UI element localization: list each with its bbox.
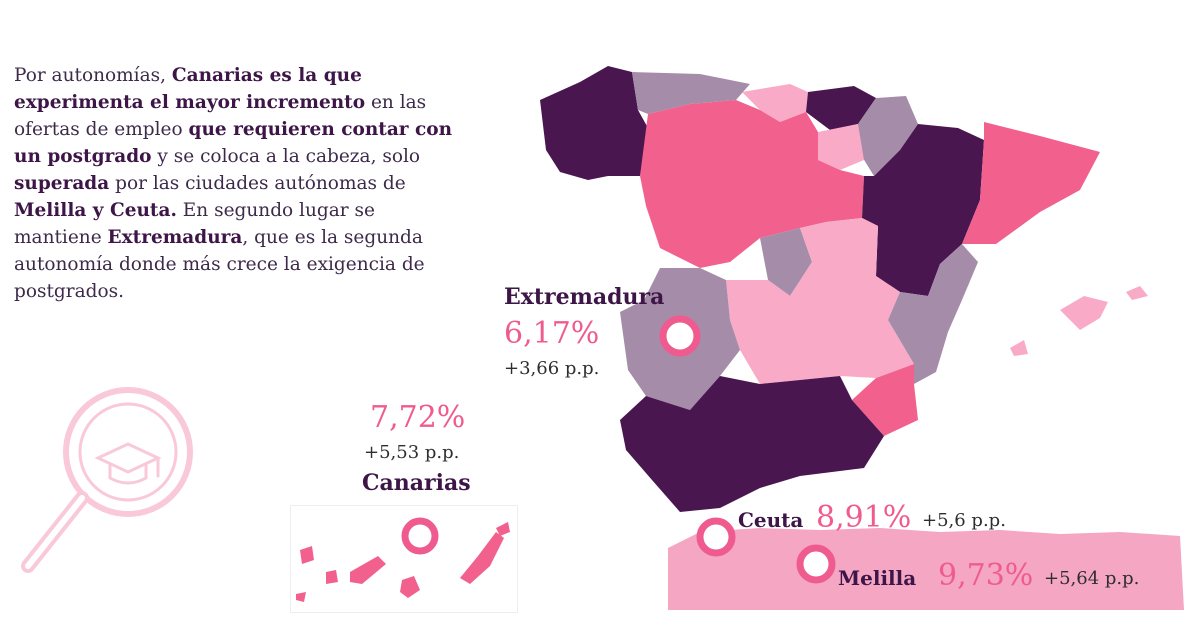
melilla-marker — [796, 544, 836, 584]
region-murcia — [852, 364, 918, 436]
region-la-rioja — [818, 124, 864, 170]
region-castilla-la-mancha — [726, 218, 914, 384]
ceuta-change: +5,6 p.p. — [922, 510, 1006, 531]
intro-segment: Canarias es la que experimenta el mayor … — [14, 65, 366, 113]
canarias-name: Canarias — [362, 470, 471, 496]
canarias-value: 7,72% — [370, 400, 466, 435]
region-galicia — [540, 66, 648, 180]
canary-islands — [296, 522, 510, 602]
intro-segment: , que es la segunda autonomía donde más … — [14, 227, 425, 302]
intro-segment: por las ciudades autónomas de — [109, 173, 406, 194]
region-pais-vasco — [806, 86, 876, 130]
extremadura-name: Extremadura — [504, 284, 665, 310]
intro-paragraph: Por autonomías, Canarias es la que exper… — [14, 62, 454, 305]
magnifier-graduation-cap-icon — [21, 387, 193, 573]
ceuta-marker — [696, 517, 736, 557]
canarias-marker — [401, 517, 439, 555]
region-madrid — [760, 228, 812, 296]
extremadura-marker — [659, 315, 701, 357]
intro-segment: superada — [14, 173, 110, 194]
intro-segment: y se coloca a la cabeza, solo — [151, 146, 421, 167]
melilla-change: +5,64 p.p. — [1044, 568, 1140, 589]
ceuta-name: Ceuta — [738, 508, 804, 532]
region-navarra — [858, 96, 918, 176]
extremadura-change: +3,66 p.p. — [504, 358, 600, 379]
canarias-change: +5,53 p.p. — [364, 442, 460, 463]
region-aragon — [862, 124, 984, 296]
melilla-value: 9,73% — [938, 558, 1034, 593]
ceuta-value: 8,91% — [816, 500, 912, 535]
intro-segment: en las ofertas de empleo — [14, 92, 427, 140]
canarias-inset-box — [290, 505, 518, 613]
region-baleares-menorca — [1126, 286, 1148, 300]
north-africa-coast — [668, 528, 1184, 610]
region-asturias — [632, 72, 750, 114]
intro-segment: que requieren contar con un postgrado — [14, 119, 453, 167]
region-baleares-ibiza — [1010, 340, 1028, 356]
region-cantabria — [742, 84, 808, 122]
intro-segment: Por autonomías, — [14, 65, 172, 86]
region-valencia — [888, 244, 978, 384]
region-castilla-leon — [640, 100, 864, 268]
intro-segment: Melilla y Ceuta. — [14, 200, 177, 221]
melilla-name: Melilla — [838, 566, 917, 590]
intro-segment: En segundo lugar se mantiene — [14, 200, 375, 248]
region-cataluna — [962, 122, 1100, 244]
region-baleares — [1060, 296, 1108, 330]
region-andalucia — [620, 376, 884, 512]
intro-segment: Extremadura — [107, 227, 243, 248]
extremadura-value: 6,17% — [504, 316, 600, 351]
